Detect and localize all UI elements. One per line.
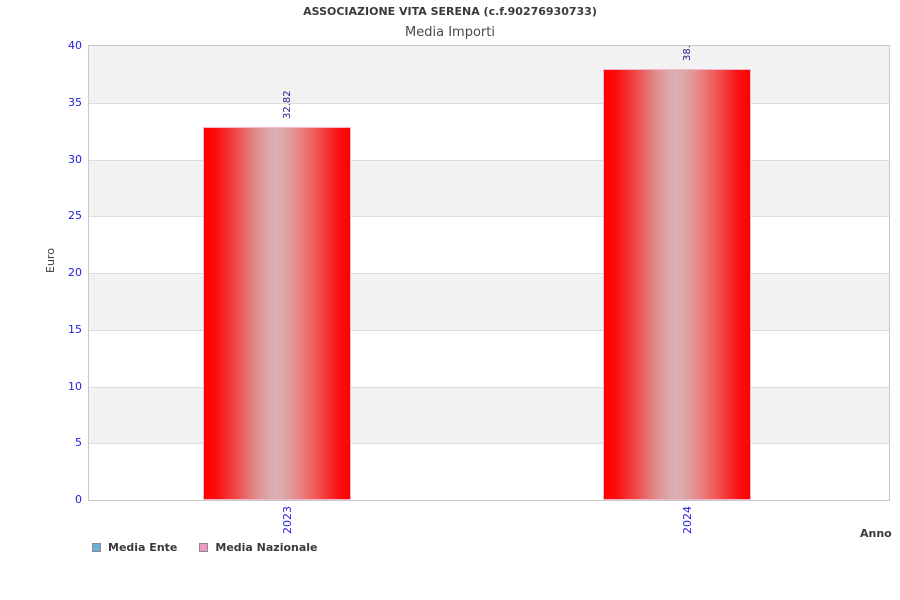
legend-item-media-nazionale[interactable]: Media Nazionale — [199, 541, 318, 554]
y-axis-ticks: 0 5 10 15 20 25 30 35 40 — [30, 39, 82, 506]
y-tick-label: 20 — [68, 266, 82, 279]
gridline — [89, 330, 889, 331]
chart-title: ASSOCIAZIONE VITA SERENA (c.f.9027693073… — [303, 5, 597, 18]
gridline — [89, 160, 889, 161]
y-tick-label: 30 — [68, 152, 82, 166]
bar-value-label-2023: 32.82 — [282, 90, 293, 119]
legend-item-media-ente[interactable]: Media Ente — [92, 541, 177, 554]
legend-swatch-media-ente — [92, 543, 101, 552]
chart-subtitle: Media Importi — [405, 25, 495, 40]
x-axis-label: Anno — [860, 527, 892, 540]
y-tick-label: 10 — [68, 379, 82, 393]
chart-legend: Media Ente Media Nazionale — [92, 541, 318, 554]
legend-swatch-media-nazionale — [199, 543, 209, 552]
plot-area: 32.82 38.00 — [88, 45, 890, 501]
y-tick-label: 25 — [68, 209, 82, 223]
gridline — [89, 103, 889, 104]
gridline — [89, 216, 889, 217]
y-tick-label: 5 — [75, 436, 82, 450]
legend-label-media-ente: Media Ente — [108, 541, 178, 554]
x-tick-label-2023: 2023 — [281, 506, 294, 534]
bar-value-label-2024: 38.00 — [682, 45, 693, 61]
bar-2023[interactable] — [203, 127, 351, 500]
y-tick-label: 35 — [68, 95, 82, 109]
y-tick-label: 15 — [68, 322, 82, 336]
x-tick-label-2024: 2024 — [681, 506, 694, 534]
y-tick-label: 40 — [68, 39, 82, 52]
gridline — [89, 273, 889, 274]
y-axis-label: Euro — [44, 248, 57, 273]
gridline — [89, 443, 889, 444]
y-tick-label: 0 — [75, 493, 82, 506]
gridline — [89, 387, 889, 388]
legend-label-media-nazionale: Media Nazionale — [215, 541, 318, 554]
plot-band — [89, 46, 889, 103]
bar-2024[interactable] — [603, 69, 751, 500]
